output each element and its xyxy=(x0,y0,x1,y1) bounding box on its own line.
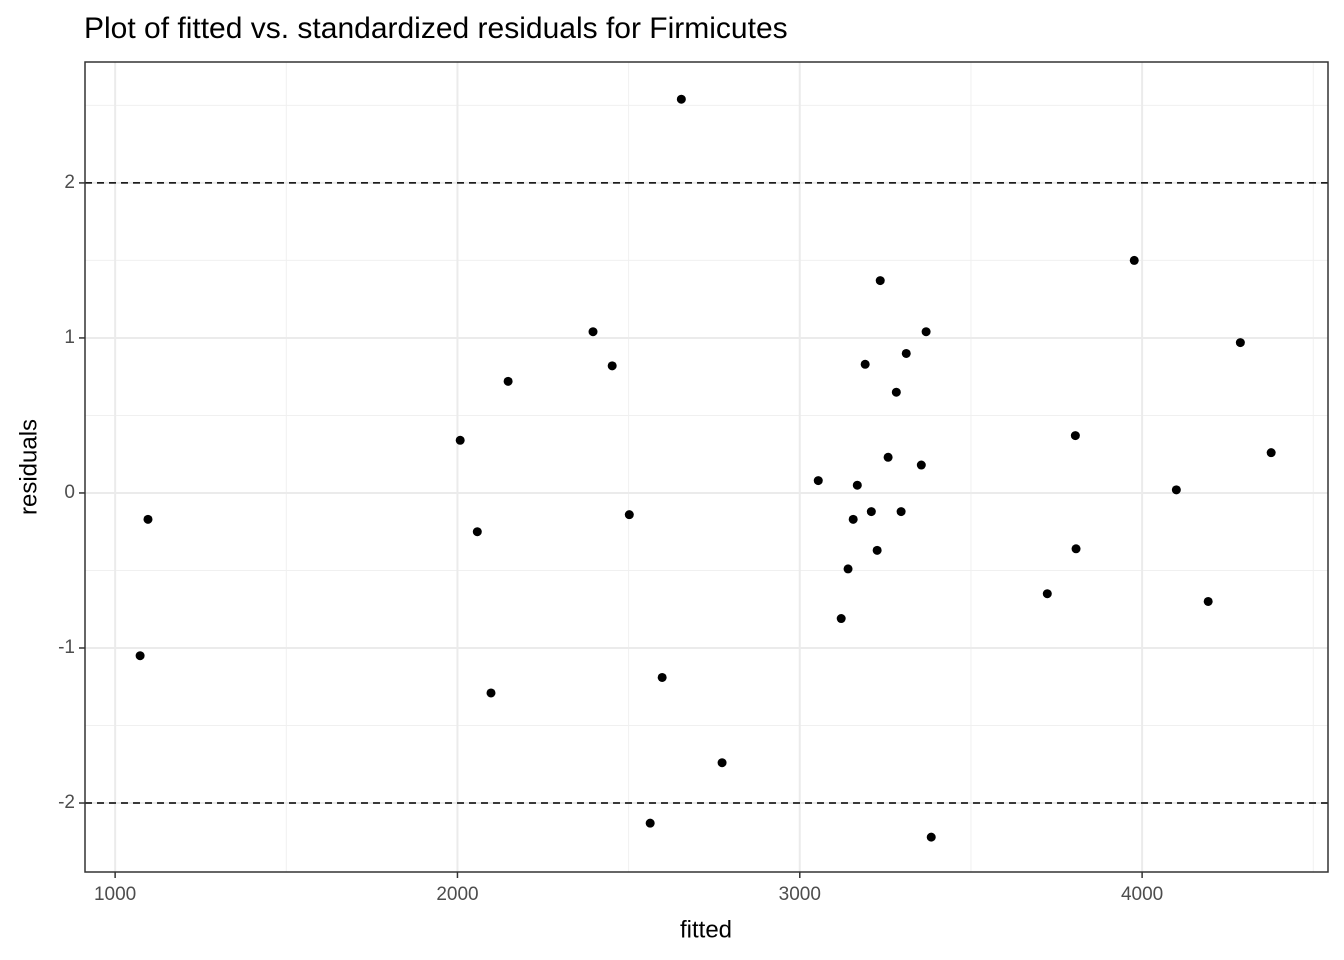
x-tick-label: 4000 xyxy=(1121,884,1163,905)
point xyxy=(486,688,496,698)
point xyxy=(624,510,634,520)
point xyxy=(813,476,823,486)
point xyxy=(1042,589,1052,599)
panel-border xyxy=(84,61,1329,873)
point xyxy=(135,651,145,661)
x-tick-label: 3000 xyxy=(779,884,821,905)
y-tick-label: -1 xyxy=(58,637,75,658)
y-tick-label: 0 xyxy=(64,482,75,503)
y-tick-label: -2 xyxy=(58,792,75,813)
point xyxy=(883,452,893,462)
point xyxy=(921,327,931,337)
point xyxy=(872,545,882,555)
point xyxy=(1129,255,1139,265)
y-tick-label: 2 xyxy=(64,172,75,193)
point xyxy=(852,480,862,490)
point xyxy=(836,614,846,624)
chart-title: Plot of fitted vs. standardized residual… xyxy=(84,12,788,45)
point xyxy=(901,348,911,358)
point xyxy=(1203,596,1213,606)
point xyxy=(875,276,885,286)
point xyxy=(607,361,617,371)
point xyxy=(860,359,870,369)
point xyxy=(926,832,936,842)
point xyxy=(143,514,153,524)
point xyxy=(1071,544,1081,554)
point xyxy=(1070,431,1080,441)
point xyxy=(503,376,513,386)
x-axis-title: fitted xyxy=(680,916,732,943)
point xyxy=(1235,338,1245,348)
y-tick-label: 1 xyxy=(64,327,75,348)
point xyxy=(717,758,727,768)
point xyxy=(896,507,906,517)
point xyxy=(1171,485,1181,495)
point xyxy=(657,672,667,682)
x-tick-label: 2000 xyxy=(436,884,478,905)
point xyxy=(1266,448,1276,458)
point xyxy=(455,435,465,445)
point xyxy=(843,564,853,574)
point xyxy=(472,527,482,537)
point xyxy=(891,387,901,397)
point xyxy=(866,507,876,517)
point xyxy=(645,818,655,828)
point xyxy=(916,460,926,470)
point xyxy=(676,94,686,104)
point xyxy=(588,327,598,337)
y-axis-title: residuals xyxy=(15,419,42,515)
point xyxy=(848,514,858,524)
x-tick-label: 1000 xyxy=(94,884,136,905)
